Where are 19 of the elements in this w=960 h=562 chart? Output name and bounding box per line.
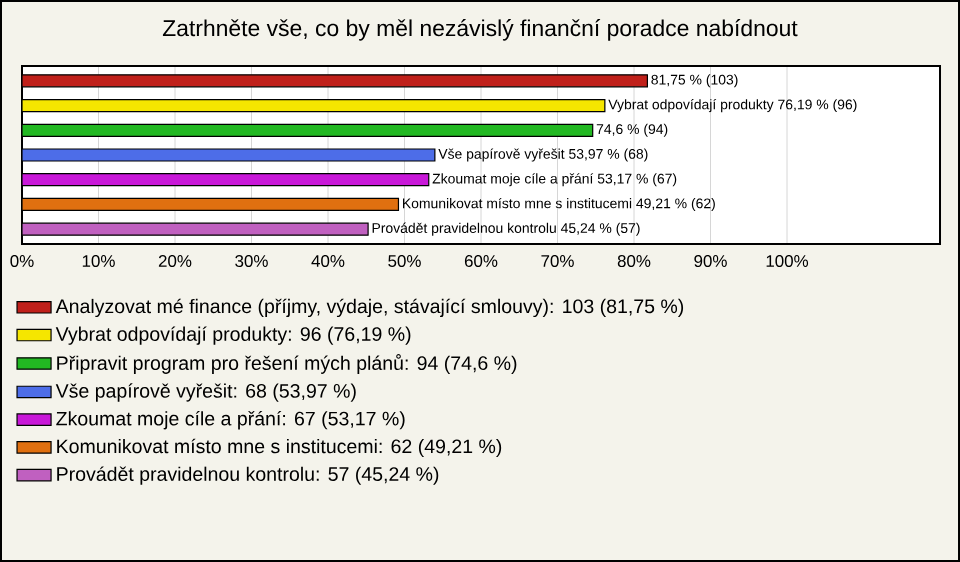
x-tick-label: 40% (311, 255, 345, 268)
x-tick-label: 100% (766, 255, 809, 268)
x-tick-label: 70% (541, 255, 574, 268)
x-tick-label: 0% (10, 255, 34, 268)
chart-title: Zatrhněte vše, co by měl nezávislý finanční poradce nabídnout (162, 19, 798, 41)
legend-label: Komunikovat místo mne s institucemi: 62 (49,21 %) (57, 438, 502, 458)
x-tick-label: 90% (694, 255, 727, 268)
legend-label: Vybrat odpovídají produkty: 96 (76,19 %) (55, 326, 411, 345)
x-tick-label: 80% (617, 255, 651, 268)
legend-label: Analyzovat mé finance (příjmy, výdaje, stávající smlouvy): 103 (81,75 %) (55, 298, 684, 318)
x-tick-label: 60% (464, 255, 498, 268)
x-tick-label: 30% (235, 255, 268, 268)
x-tick-label: 20% (158, 255, 192, 268)
legend-label: Vše papírově vyřešit: 68 (53,97 %) (55, 383, 356, 402)
legend-label: Připravit program pro řešení mých plánů: 94 (74,6 %) (57, 354, 517, 374)
x-tick-label: 10% (82, 255, 115, 268)
legend-label: Zkoumat moje cíle a přání: 67 (53,17 %) (56, 410, 405, 430)
x-tick-label: 50% (388, 255, 421, 268)
legend-label: Provádět pravidelnou kontrolu: 57 (45,24 %) (57, 466, 439, 485)
